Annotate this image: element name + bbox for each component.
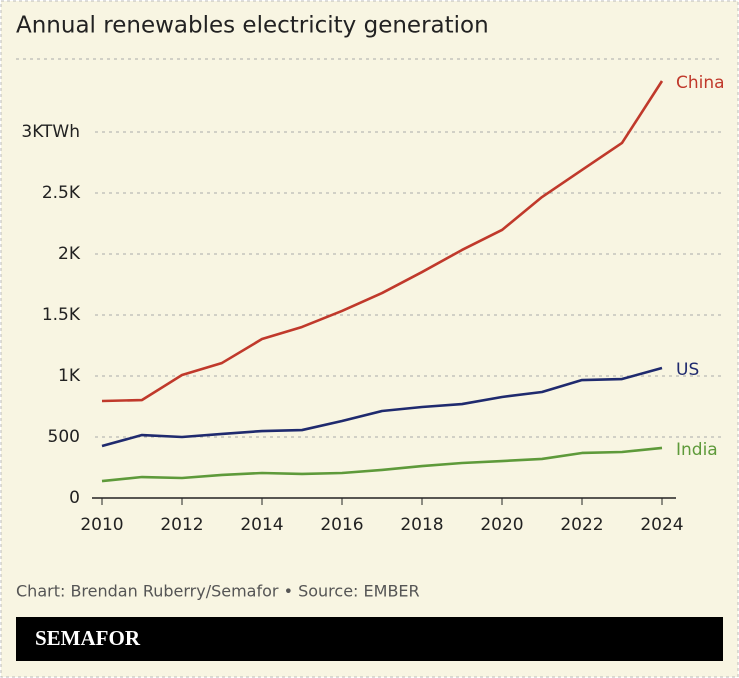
- x-tick-label: 2018: [400, 515, 443, 535]
- series-label: India: [676, 440, 718, 460]
- x-tick-label: 2022: [560, 515, 603, 535]
- y-tick-label: 1.5K: [42, 305, 81, 325]
- x-tick-label: 2020: [480, 515, 523, 535]
- x-tick-label: 2024: [640, 515, 683, 535]
- y-tick-label: 500: [48, 427, 80, 447]
- y-tick-label: 2K: [58, 244, 81, 264]
- x-tick-label: 2010: [80, 515, 123, 535]
- brand-band: [16, 617, 723, 661]
- x-tick-label: 2012: [160, 515, 203, 535]
- series-label: China: [676, 73, 725, 93]
- series-label: US: [676, 360, 699, 380]
- source: Chart: Brendan Ruberry/Semafor • Source:…: [16, 582, 420, 601]
- x-tick-label: 2014: [240, 515, 283, 535]
- y-tick-label: 0: [69, 488, 80, 508]
- y-tick-label: 1K: [58, 366, 81, 386]
- series-line: [101, 80, 664, 403]
- x-tick-label: 2016: [320, 515, 363, 535]
- brand: SEMAFOR: [35, 626, 141, 650]
- y-tick-label: 3KTWh: [21, 122, 80, 142]
- y-tick-label: 2.5K: [42, 183, 81, 203]
- series-line: [101, 366, 663, 448]
- chart-title: Annual renewables electricity generation: [16, 13, 489, 39]
- series-line: [101, 446, 663, 483]
